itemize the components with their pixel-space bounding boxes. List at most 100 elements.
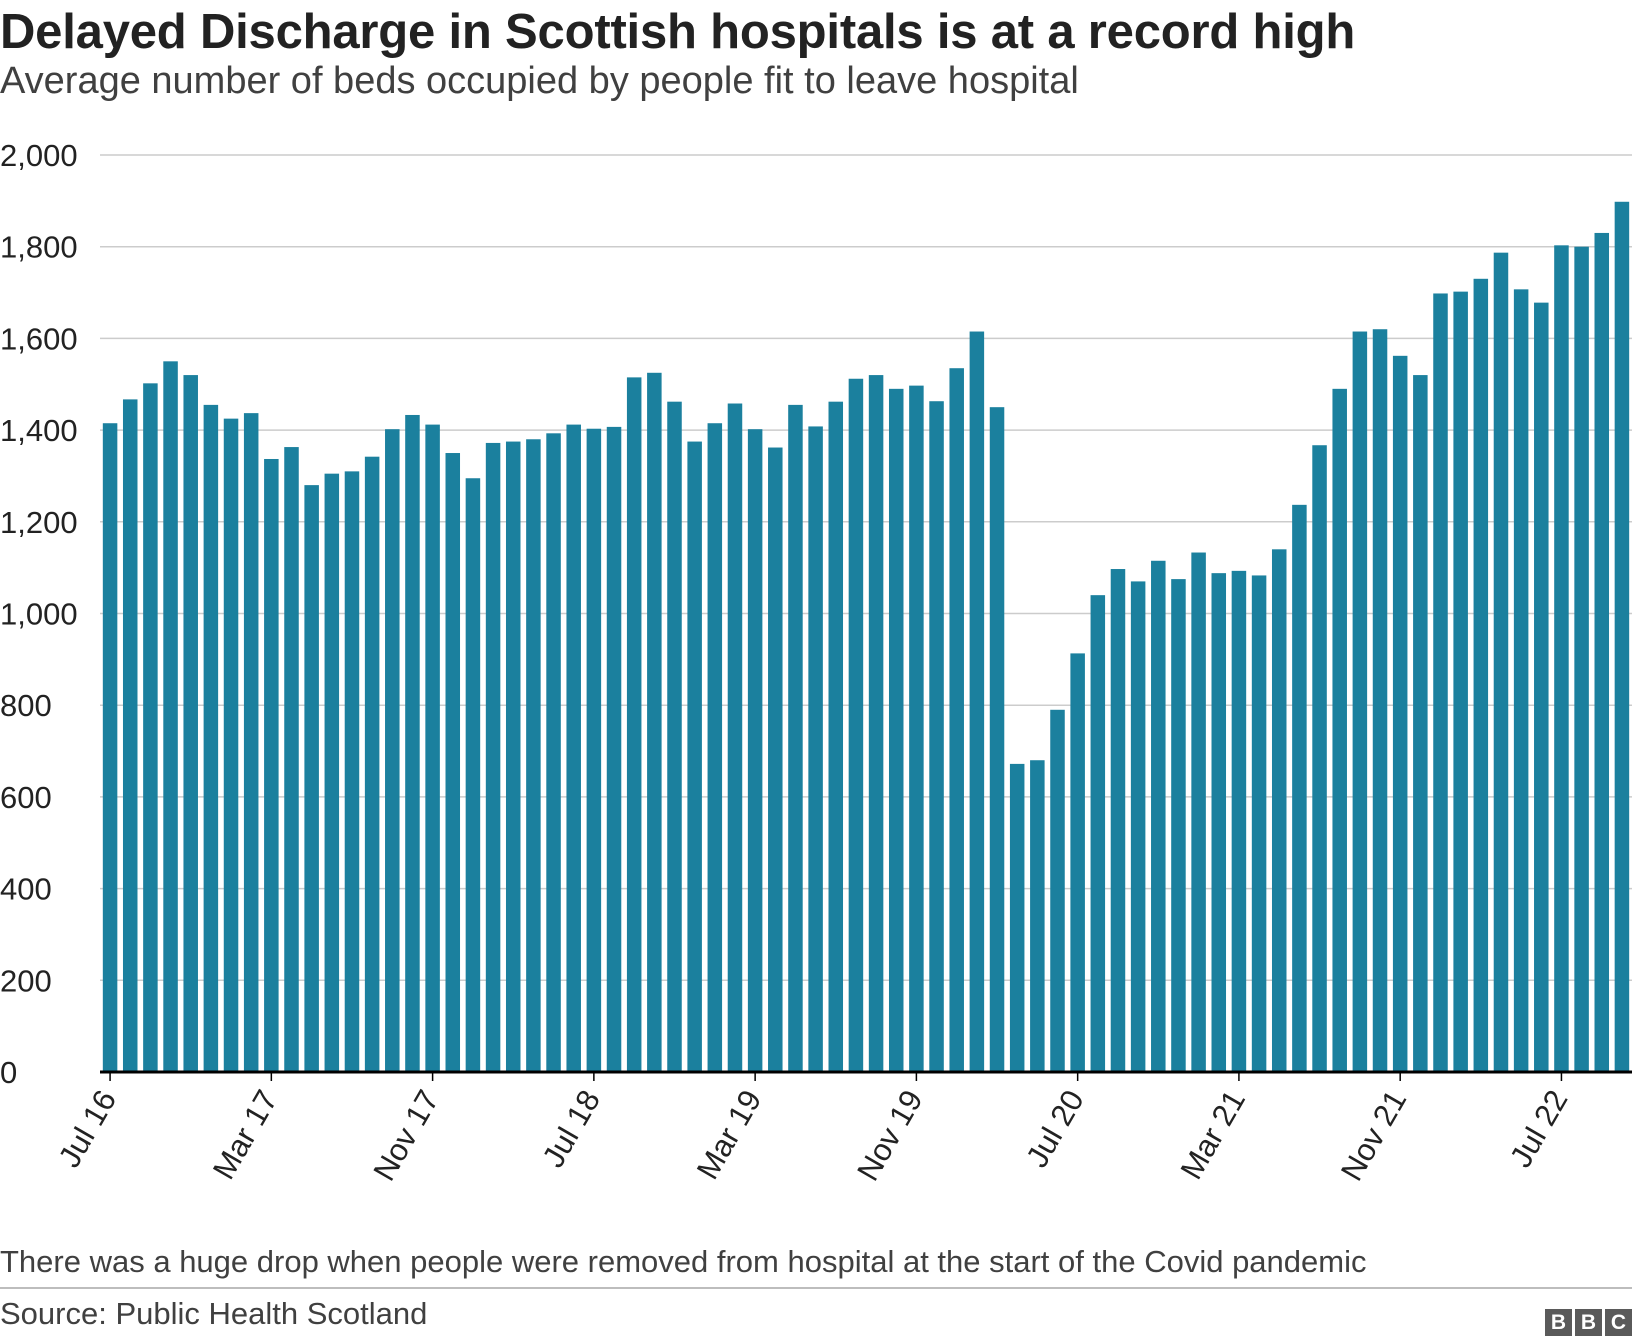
bar xyxy=(1312,445,1327,1073)
y-tick-label: 1,600 xyxy=(0,321,78,356)
bar xyxy=(1453,291,1468,1072)
bar xyxy=(1614,201,1630,1073)
bar xyxy=(143,383,158,1072)
y-tick-label: 1,400 xyxy=(0,413,78,448)
chart-title: Delayed Discharge in Scottish hospitals … xyxy=(0,5,1356,59)
bar xyxy=(747,429,763,1073)
logo-letter-2: B xyxy=(1575,1309,1602,1336)
bar xyxy=(1513,289,1529,1072)
bar xyxy=(485,442,501,1072)
bar xyxy=(344,471,360,1072)
bar xyxy=(183,375,198,1073)
bar xyxy=(1070,653,1085,1072)
bar xyxy=(1151,560,1166,1072)
bar xyxy=(1493,252,1509,1072)
source-note: Source: Public Health Scotland xyxy=(0,1296,428,1331)
logo-letter-3: C xyxy=(1605,1309,1632,1336)
y-tick-label: 400 xyxy=(0,872,52,907)
bar xyxy=(505,441,521,1072)
bar xyxy=(1574,246,1589,1072)
bar xyxy=(304,485,319,1072)
y-tick-label: 200 xyxy=(0,963,52,998)
bar xyxy=(566,424,581,1072)
y-tick-label: 600 xyxy=(0,780,52,815)
bar xyxy=(606,426,622,1072)
bar xyxy=(405,414,420,1073)
bar xyxy=(223,418,239,1072)
x-tick-label: Jul 22 xyxy=(1503,1084,1575,1173)
bar xyxy=(163,361,178,1072)
bar xyxy=(1473,278,1489,1072)
bar xyxy=(647,372,662,1073)
x-tick-label: Jul 20 xyxy=(1019,1084,1091,1173)
x-tick-label: Mar 19 xyxy=(690,1084,769,1185)
bar xyxy=(1030,760,1045,1072)
y-tick-label: 0 xyxy=(0,1055,17,1090)
bar xyxy=(1433,293,1448,1072)
y-tick-label: 2,000 xyxy=(0,138,78,173)
y-tick-label: 1,800 xyxy=(0,230,78,265)
bar xyxy=(788,404,803,1072)
x-tick-label: Jul 16 xyxy=(52,1084,124,1173)
x-tick-label: Nov 17 xyxy=(366,1084,445,1187)
bar xyxy=(1352,331,1368,1073)
chart-subtitle: Average number of beds occupied by peopl… xyxy=(0,60,1079,102)
bar xyxy=(465,478,481,1072)
bar xyxy=(122,399,138,1072)
bbc-logo: B B C xyxy=(1545,1309,1632,1336)
x-tick-label: Nov 21 xyxy=(1334,1084,1413,1187)
y-tick-label: 800 xyxy=(0,688,52,723)
bar xyxy=(1332,388,1347,1073)
bar xyxy=(1534,302,1549,1073)
bar xyxy=(808,426,823,1072)
bar xyxy=(929,401,944,1073)
bar xyxy=(264,458,279,1073)
bar xyxy=(1413,375,1428,1073)
bar xyxy=(1130,581,1146,1072)
bar xyxy=(868,375,884,1073)
bar xyxy=(768,447,783,1072)
bar xyxy=(828,401,844,1073)
bar xyxy=(909,385,924,1072)
bars xyxy=(102,201,1630,1073)
x-tick-label: Mar 17 xyxy=(206,1084,285,1185)
bar xyxy=(1251,575,1267,1072)
bar xyxy=(888,388,904,1073)
y-axis-labels: 0 200 400 600 800 1,000 1,200 1,400 1,600 1,800 2,… xyxy=(0,138,78,1090)
bar xyxy=(1171,579,1186,1072)
bar xyxy=(1554,245,1569,1073)
chart-footnote: There was a huge drop when people were r… xyxy=(0,1244,1367,1279)
bar xyxy=(969,331,985,1073)
bar xyxy=(1191,552,1206,1072)
bar-chart: 0 200 400 600 800 1,000 1,200 1,400 1,600 1,800 2,… xyxy=(0,138,1632,1187)
bar xyxy=(1110,569,1126,1072)
bar xyxy=(546,433,561,1072)
x-axis-labels: Jul 16 Mar 17 Nov 17 Jul 18 Mar 19 Nov 19 Jul … xyxy=(52,1072,1575,1187)
bar xyxy=(1594,232,1610,1072)
bar xyxy=(1050,709,1065,1072)
bar xyxy=(425,424,440,1072)
bar xyxy=(687,441,702,1072)
y-tick-label: 1,000 xyxy=(0,597,78,632)
x-tick-label: Mar 21 xyxy=(1174,1084,1253,1185)
bar xyxy=(848,378,864,1072)
bar xyxy=(626,377,642,1072)
bar xyxy=(284,447,299,1072)
x-tick-label: Nov 19 xyxy=(850,1084,929,1187)
bar xyxy=(445,453,461,1072)
x-tick-label: Jul 18 xyxy=(535,1084,607,1173)
bar xyxy=(1271,549,1287,1072)
bar xyxy=(707,423,723,1072)
bar xyxy=(102,423,118,1072)
bar xyxy=(324,473,340,1073)
bar xyxy=(1211,573,1227,1072)
footer-divider xyxy=(0,1287,1632,1289)
bar xyxy=(586,428,602,1072)
bar xyxy=(667,401,682,1073)
bar xyxy=(1292,504,1307,1072)
bar xyxy=(526,439,541,1072)
y-tick-label: 1,200 xyxy=(0,505,78,540)
bar xyxy=(1372,329,1388,1073)
bar xyxy=(1231,570,1247,1072)
bar xyxy=(364,456,380,1072)
